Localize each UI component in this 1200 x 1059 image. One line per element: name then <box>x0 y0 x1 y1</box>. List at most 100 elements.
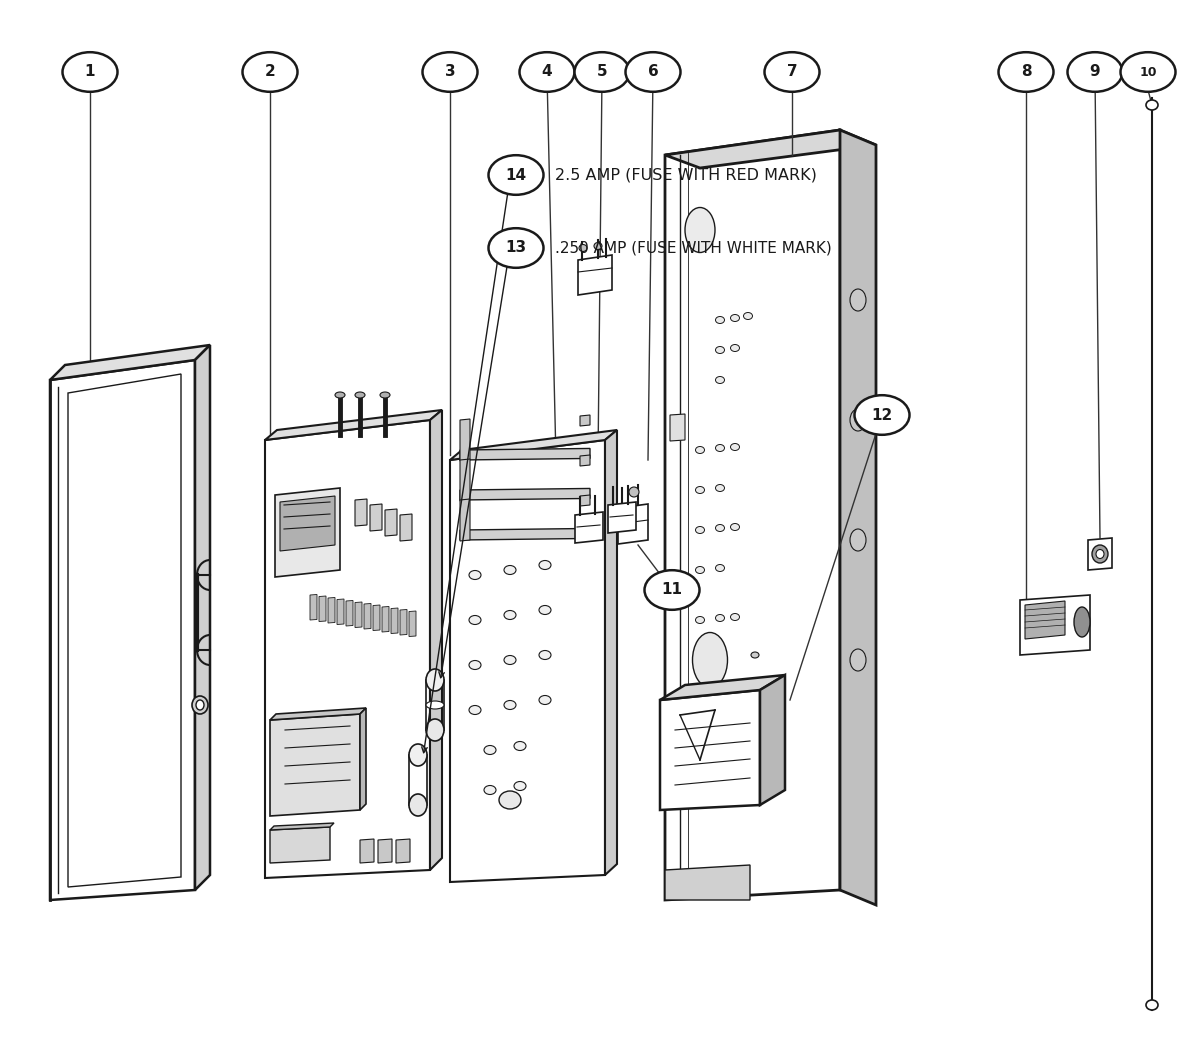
Ellipse shape <box>192 696 208 714</box>
Polygon shape <box>840 130 876 905</box>
Ellipse shape <box>731 315 739 322</box>
Ellipse shape <box>469 615 481 625</box>
Polygon shape <box>580 455 590 466</box>
Ellipse shape <box>715 377 725 383</box>
Ellipse shape <box>625 52 680 92</box>
Text: .250 AMP (FUSE WITH WHITE MARK): .250 AMP (FUSE WITH WHITE MARK) <box>554 240 832 255</box>
Ellipse shape <box>854 395 910 435</box>
Ellipse shape <box>469 705 481 715</box>
Ellipse shape <box>696 447 704 453</box>
Ellipse shape <box>696 616 704 624</box>
Polygon shape <box>580 415 590 426</box>
Polygon shape <box>355 499 367 526</box>
Ellipse shape <box>539 696 551 704</box>
Polygon shape <box>337 599 344 625</box>
Ellipse shape <box>751 652 760 658</box>
Polygon shape <box>270 708 366 720</box>
Ellipse shape <box>715 614 725 622</box>
Ellipse shape <box>409 744 427 766</box>
Polygon shape <box>660 675 785 700</box>
Polygon shape <box>265 410 442 439</box>
Polygon shape <box>660 690 760 810</box>
Ellipse shape <box>1146 1000 1158 1010</box>
Ellipse shape <box>488 228 544 268</box>
Text: 9: 9 <box>1090 65 1100 79</box>
Polygon shape <box>1088 538 1112 570</box>
Ellipse shape <box>696 526 704 534</box>
Polygon shape <box>460 528 590 540</box>
Ellipse shape <box>1074 607 1090 638</box>
Polygon shape <box>355 602 362 628</box>
Polygon shape <box>1020 595 1090 656</box>
Polygon shape <box>270 827 330 863</box>
Text: 5: 5 <box>596 65 607 79</box>
Ellipse shape <box>539 560 551 570</box>
Ellipse shape <box>594 243 602 250</box>
Polygon shape <box>665 865 750 900</box>
Ellipse shape <box>696 486 704 493</box>
Ellipse shape <box>355 392 365 398</box>
Polygon shape <box>665 130 840 900</box>
Text: 7: 7 <box>787 65 797 79</box>
Polygon shape <box>670 414 685 441</box>
Polygon shape <box>460 448 590 460</box>
Polygon shape <box>310 594 317 620</box>
Polygon shape <box>450 430 617 460</box>
Ellipse shape <box>715 346 725 354</box>
Ellipse shape <box>539 606 551 614</box>
Ellipse shape <box>580 245 587 251</box>
Polygon shape <box>460 419 470 461</box>
Ellipse shape <box>715 564 725 572</box>
Ellipse shape <box>1121 52 1176 92</box>
Ellipse shape <box>696 567 704 574</box>
Polygon shape <box>265 420 430 878</box>
Ellipse shape <box>715 485 725 491</box>
Polygon shape <box>385 509 397 536</box>
Polygon shape <box>194 345 210 890</box>
Ellipse shape <box>62 52 118 92</box>
Polygon shape <box>409 611 416 636</box>
Polygon shape <box>364 604 371 629</box>
Ellipse shape <box>731 523 739 531</box>
Polygon shape <box>280 496 335 551</box>
Ellipse shape <box>488 156 544 195</box>
Ellipse shape <box>692 632 727 687</box>
Ellipse shape <box>504 656 516 664</box>
Polygon shape <box>396 839 410 863</box>
Polygon shape <box>346 600 353 626</box>
Text: 3: 3 <box>445 65 455 79</box>
Ellipse shape <box>499 791 521 809</box>
Ellipse shape <box>685 208 715 252</box>
Ellipse shape <box>426 669 444 692</box>
Ellipse shape <box>731 344 739 352</box>
Polygon shape <box>68 374 181 887</box>
Text: 1: 1 <box>85 65 95 79</box>
Polygon shape <box>370 504 382 531</box>
Polygon shape <box>575 511 604 543</box>
Polygon shape <box>430 410 442 870</box>
Polygon shape <box>460 459 470 501</box>
Ellipse shape <box>731 444 739 450</box>
Ellipse shape <box>1096 550 1104 558</box>
Ellipse shape <box>422 52 478 92</box>
Text: 4: 4 <box>541 65 552 79</box>
Polygon shape <box>618 504 648 544</box>
Ellipse shape <box>850 289 866 311</box>
Ellipse shape <box>520 52 575 92</box>
Ellipse shape <box>514 741 526 751</box>
Ellipse shape <box>484 746 496 754</box>
Text: 8: 8 <box>1021 65 1031 79</box>
Polygon shape <box>319 596 326 622</box>
Polygon shape <box>400 514 412 541</box>
Ellipse shape <box>575 52 630 92</box>
Ellipse shape <box>242 52 298 92</box>
Ellipse shape <box>998 52 1054 92</box>
Text: 2: 2 <box>265 65 275 79</box>
Ellipse shape <box>1092 545 1108 563</box>
Polygon shape <box>760 675 785 805</box>
Ellipse shape <box>504 566 516 574</box>
Ellipse shape <box>514 782 526 790</box>
Polygon shape <box>578 255 612 295</box>
Text: 6: 6 <box>648 65 659 79</box>
Ellipse shape <box>409 794 427 816</box>
